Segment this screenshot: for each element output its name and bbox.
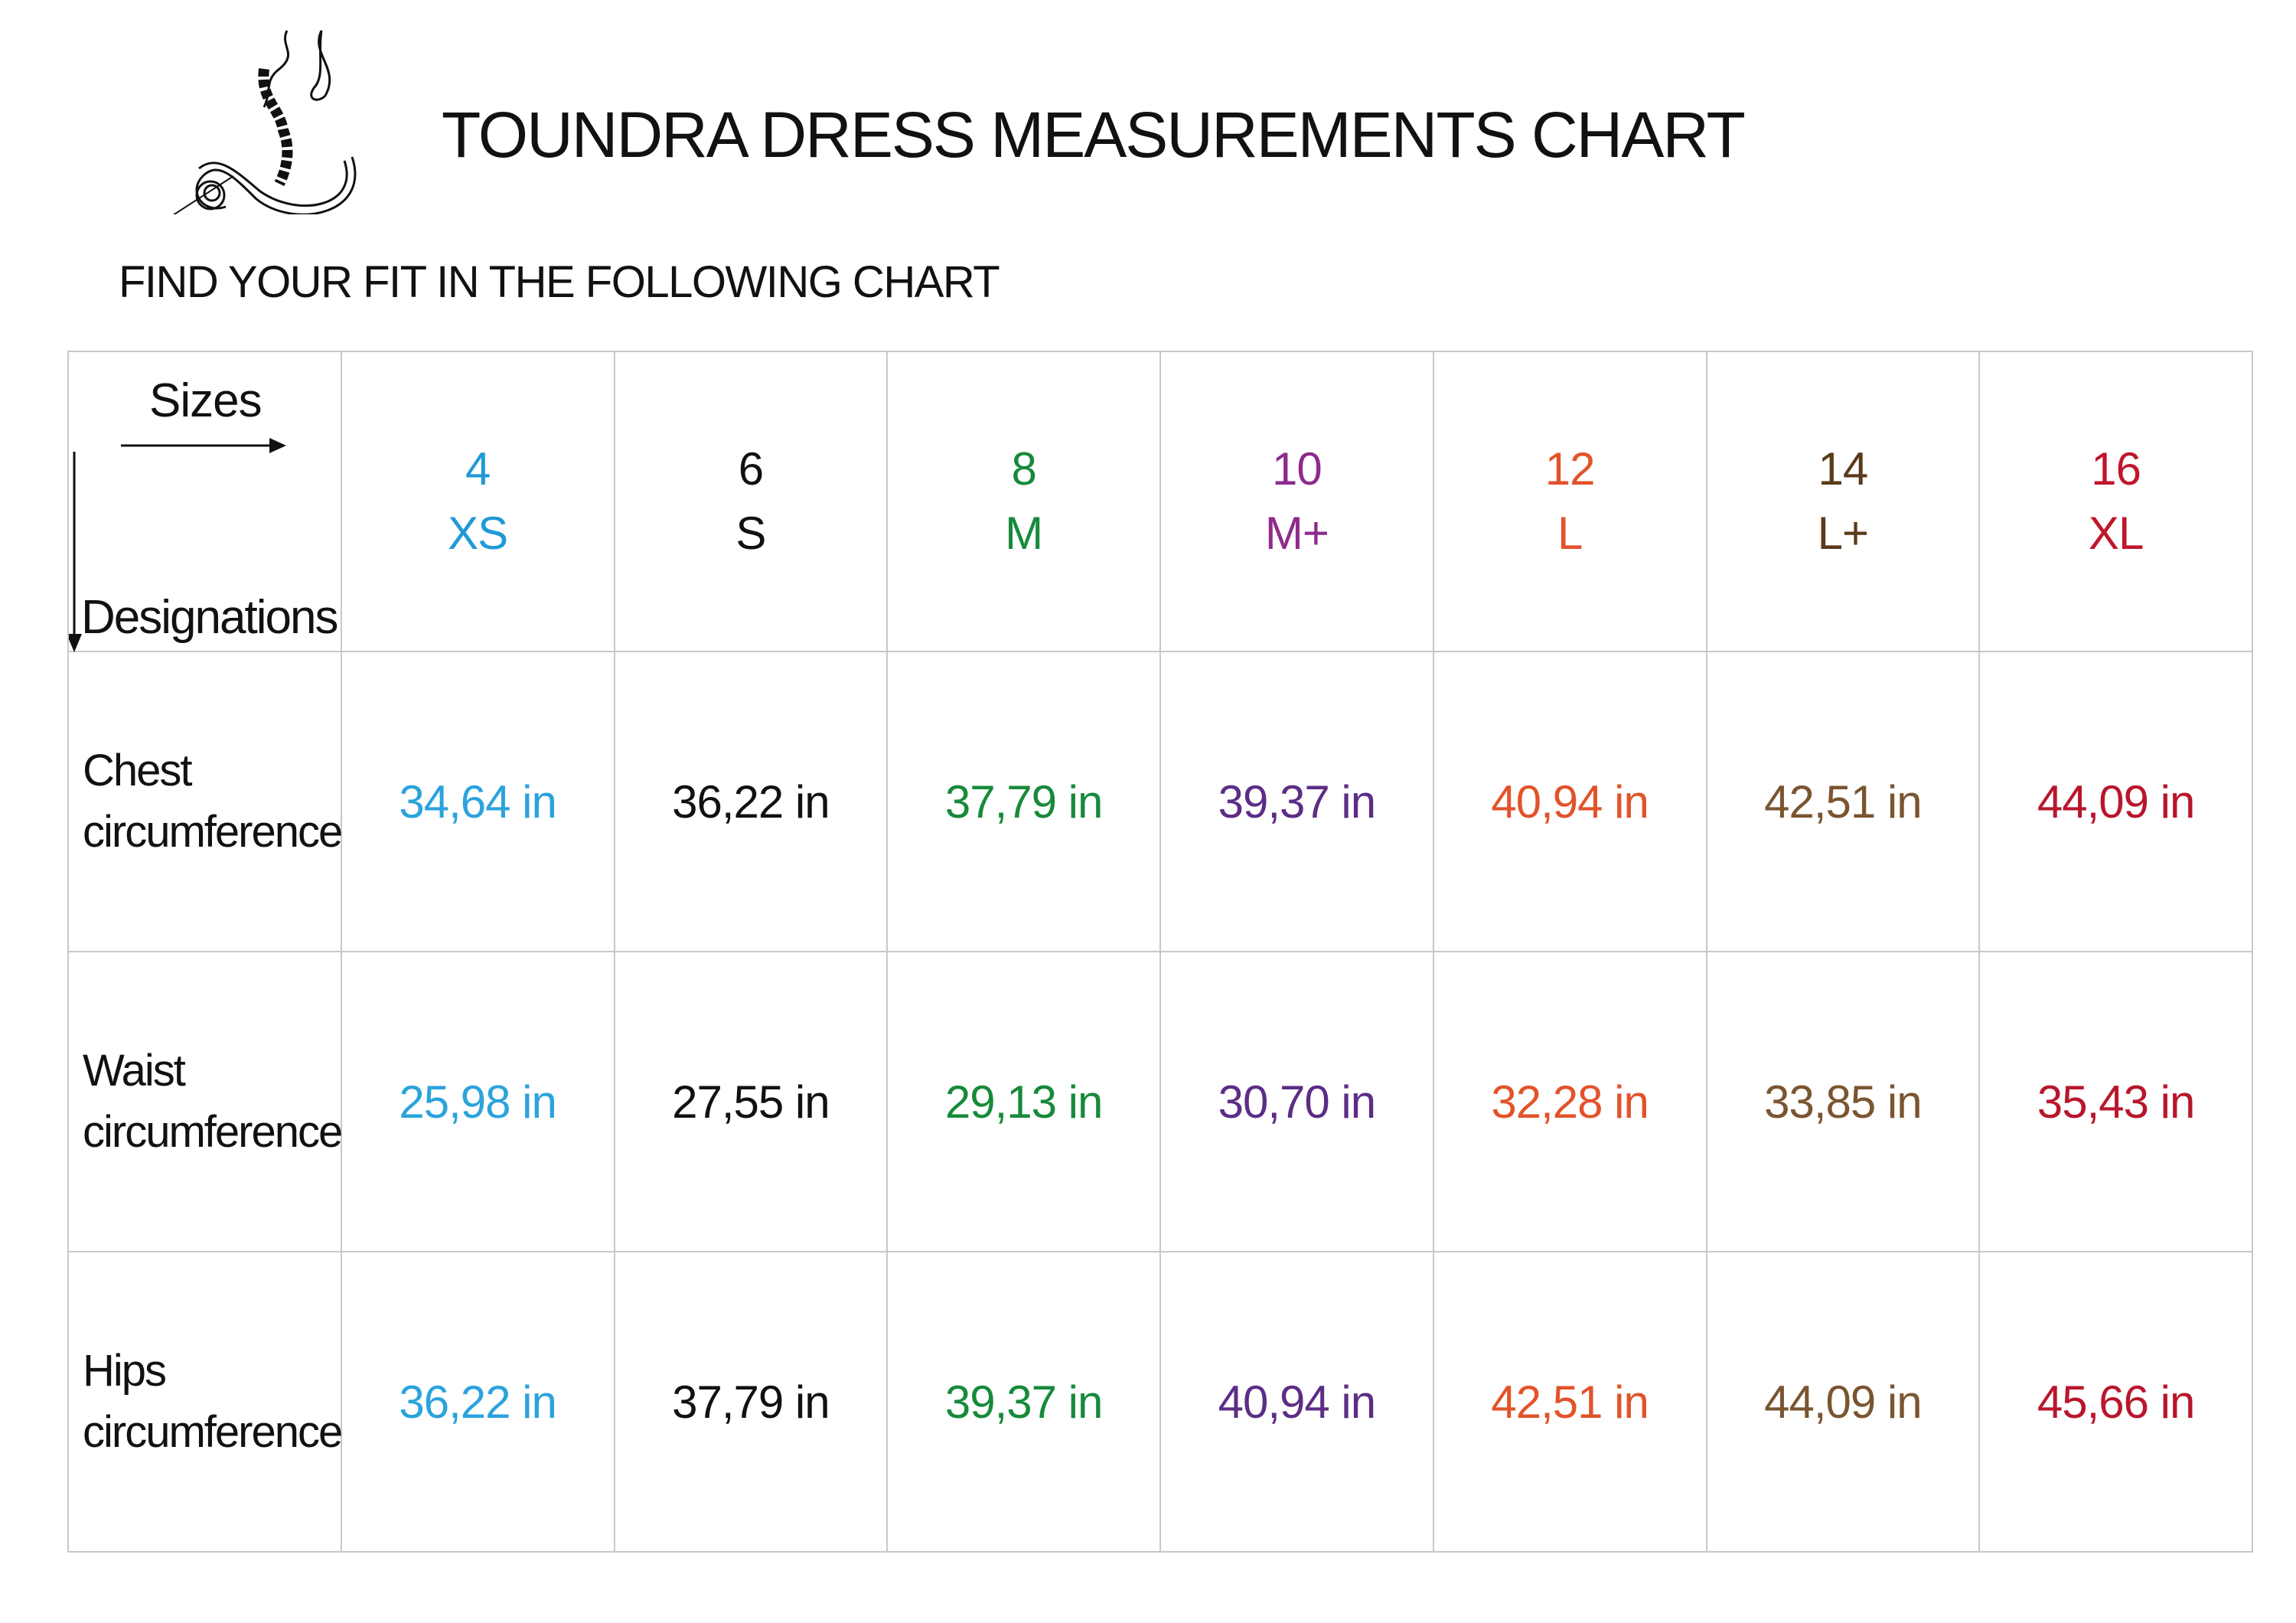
page-title: TOUNDRA DRESS MEASUREMENTS CHART [442, 99, 1746, 171]
row-label: Hips circumference [67, 1251, 343, 1553]
row-label-line1: Waist [83, 1046, 186, 1096]
measurement-cell: 44,09 in [1978, 651, 2253, 952]
row-label-line2: circumference [83, 1407, 343, 1457]
measurement-cell: 39,37 in [886, 1251, 1161, 1553]
measurement-cell: 45,66 in [1978, 1251, 2253, 1553]
table-row-waist: Waist circumference 25,98 in 27,55 in 29,… [67, 951, 2253, 1252]
table-row-chest: Chest circumference 34,64 in 36,22 in 37,… [67, 651, 2253, 952]
row-label-line2: circumference [83, 807, 343, 857]
measurement-cell: 36,22 in [613, 651, 889, 952]
row-label: Chest circumference [67, 651, 343, 952]
measurement-cell: 37,79 in [886, 651, 1161, 952]
measurement-cell: 34,64 in [340, 651, 615, 952]
measurement-cell: 33,85 in [1705, 951, 1981, 1252]
measurement-cell: 44,09 in [1705, 1251, 1981, 1553]
size-code: M [1005, 508, 1043, 559]
measurement-cell: 27,55 in [613, 951, 889, 1252]
size-header: 12 L [1432, 351, 1707, 652]
table-row-hips: Hips circumference 36,22 in 37,79 in 39,3… [67, 1251, 2253, 1553]
size-number: 14 [1818, 443, 1869, 495]
row-label-line2: circumference [83, 1107, 343, 1157]
measurement-cell: 36,22 in [340, 1251, 615, 1553]
measurement-cell: 40,94 in [1432, 651, 1707, 952]
size-code: L+ [1817, 508, 1869, 559]
size-number: 6 [738, 443, 764, 495]
needle-and-thread-logo-icon [172, 30, 357, 214]
measurement-cell: 42,51 in [1705, 651, 1981, 952]
measurement-cell: 29,13 in [886, 951, 1161, 1252]
size-header: 10 M+ [1159, 351, 1434, 652]
size-code: XS [448, 508, 508, 559]
size-code: XL [2088, 508, 2144, 559]
measurement-cell: 40,94 in [1159, 1251, 1434, 1553]
measurement-cell: 42,51 in [1432, 1251, 1707, 1553]
size-code: L [1557, 508, 1583, 559]
size-header: 4 XS [340, 351, 615, 652]
row-label-line1: Chest [83, 746, 193, 795]
designations-axis-label: Designations [81, 591, 338, 644]
corner-cell: Sizes Designations [67, 351, 342, 652]
measurement-cell: 32,28 in [1432, 951, 1707, 1252]
size-number: 16 [2091, 443, 2141, 495]
arrows-icon [69, 438, 286, 652]
measurement-cell: 30,70 in [1159, 951, 1434, 1252]
size-number: 4 [465, 443, 491, 495]
measurement-cell: 25,98 in [340, 951, 615, 1252]
measurement-cell: 39,37 in [1159, 651, 1434, 952]
measurement-cell: 37,79 in [613, 1251, 889, 1553]
size-code: S [735, 508, 766, 559]
row-label: Waist circumference [67, 951, 343, 1252]
sizes-axis-label: Sizes [149, 374, 263, 427]
size-number: 12 [1544, 443, 1596, 495]
size-header: 14 L+ [1705, 351, 1981, 652]
size-number: 8 [1011, 443, 1036, 495]
size-code: M+ [1264, 508, 1329, 559]
size-header: 16 XL [1978, 351, 2253, 652]
measurement-cell: 35,43 in [1978, 951, 2253, 1252]
page-subtitle: FIND YOUR FIT IN THE FOLLOWING CHART [119, 257, 1000, 307]
row-label-line1: Hips [83, 1346, 167, 1396]
size-number: 10 [1272, 443, 1322, 495]
